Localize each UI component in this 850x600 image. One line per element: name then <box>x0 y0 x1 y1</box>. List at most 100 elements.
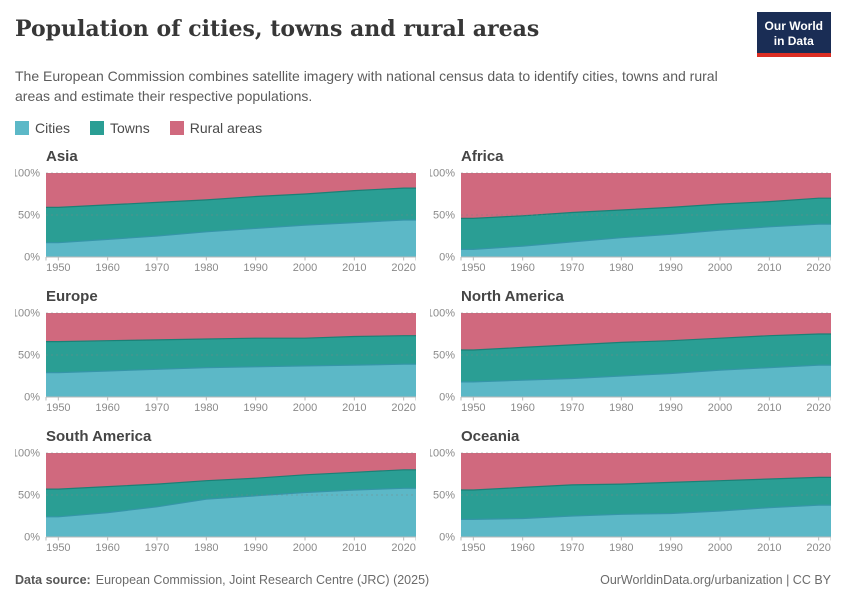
data-source-text: European Commission, Joint Research Cent… <box>95 573 430 587</box>
area-chart-south-america[interactable]: 1950 1960 1970 1980 1990 2000 2010 2020 0% 50% 100… <box>15 449 416 555</box>
towns-boundary-line <box>46 469 416 490</box>
y-tick-label: 50% <box>18 210 40 222</box>
towns-boundary-line <box>461 333 831 351</box>
rural-area <box>461 173 831 219</box>
x-tick-label: 2010 <box>757 402 781 414</box>
cities-area <box>46 488 416 538</box>
legend-label: Cities <box>35 120 71 137</box>
cities-boundary-line <box>46 363 416 374</box>
area-chart-oceania[interactable]: 1950 1960 1970 1980 1990 2000 2010 2020 0% 50% 100… <box>430 449 831 555</box>
x-tick-label: 2020 <box>391 402 415 414</box>
chart-legend: Cities Towns Rural areas <box>15 120 831 136</box>
towns-area <box>46 469 416 517</box>
legend-item-rural[interactable]: Rural areas <box>169 120 263 137</box>
legend-item-cities[interactable]: Cities <box>15 120 70 136</box>
panel-title: Europe <box>46 288 98 306</box>
rural-area <box>46 453 416 490</box>
cities-area <box>46 364 416 398</box>
towns-boundary-line <box>46 335 416 343</box>
towns-boundary-line <box>461 476 831 491</box>
x-tick-label: 1960 <box>95 542 119 554</box>
panel-south-america: South America 1950 1960 1970 1980 1990 2000 20… <box>15 428 416 555</box>
cities-swatch-icon <box>15 121 29 136</box>
chart-grid: Asia 1950 1960 1970 1980 1990 2000 2010 2020 0% 5… <box>15 148 831 555</box>
page-title: Population of cities, towns and rural ar… <box>15 16 540 42</box>
x-tick-label: 2010 <box>342 542 366 554</box>
y-tick-label: 100% <box>15 449 40 460</box>
x-tick-label: 1960 <box>95 262 119 274</box>
y-tick-label: 0% <box>439 532 455 544</box>
x-tick-label: 2010 <box>342 262 366 274</box>
rural-swatch-icon <box>169 121 184 136</box>
x-tick-label: 1950 <box>46 542 70 554</box>
x-tick-label: 1950 <box>46 262 70 274</box>
cities-area <box>46 220 416 258</box>
y-tick-label: 100% <box>15 169 40 180</box>
x-tick-label: 2020 <box>806 402 830 414</box>
y-tick-label: 0% <box>439 392 455 404</box>
cities-boundary-line <box>46 219 416 244</box>
y-tick-label: 0% <box>439 252 455 264</box>
owid-logo-line2: in Data <box>773 34 814 48</box>
x-tick-label: 1980 <box>609 542 633 554</box>
panel-europe: Europe 1950 1960 1970 1980 1990 2000 2010 2020 0… <box>15 288 416 415</box>
cities-area <box>461 365 831 398</box>
x-tick-label: 1950 <box>461 542 485 554</box>
y-tick-label: 50% <box>18 490 40 502</box>
x-tick-label: 2000 <box>708 402 732 414</box>
y-tick-label: 0% <box>24 392 40 404</box>
x-tick-label: 2000 <box>293 262 317 274</box>
y-tick-label: 100% <box>430 449 455 460</box>
y-tick-label: 0% <box>24 252 40 264</box>
x-tick-label: 1970 <box>145 262 169 274</box>
cities-boundary-line <box>46 487 416 518</box>
x-tick-label: 1980 <box>194 402 218 414</box>
panel-asia: Asia 1950 1960 1970 1980 1990 2000 2010 2020 0% 5… <box>15 148 416 275</box>
towns-boundary-line <box>46 187 416 209</box>
area-chart-asia[interactable]: 1950 1960 1970 1980 1990 2000 2010 2020 0% 50% 100… <box>15 169 416 275</box>
x-tick-label: 1990 <box>658 542 682 554</box>
towns-swatch-icon <box>90 121 105 136</box>
legend-item-towns[interactable]: Towns <box>90 120 150 136</box>
cities-area <box>461 505 831 538</box>
x-tick-label: 1970 <box>560 262 584 274</box>
x-tick-label: 1990 <box>658 402 682 414</box>
towns-area <box>46 188 416 243</box>
panel-title: Asia <box>46 148 78 166</box>
y-tick-label: 100% <box>15 309 40 320</box>
x-tick-label: 1950 <box>461 402 485 414</box>
x-tick-label: 1970 <box>560 402 584 414</box>
panel-title: Oceania <box>461 428 520 446</box>
area-chart-africa[interactable]: 1950 1960 1970 1980 1990 2000 2010 2020 0% 50% 100… <box>430 169 831 275</box>
x-tick-label: 1970 <box>145 402 169 414</box>
legend-label: Rural areas <box>189 120 263 137</box>
x-tick-label: 1990 <box>243 402 267 414</box>
y-tick-label: 50% <box>18 350 40 362</box>
area-chart-north-america[interactable]: 1950 1960 1970 1980 1990 2000 2010 2020 0% 50% 100… <box>430 309 831 415</box>
x-tick-label: 1960 <box>95 402 119 414</box>
x-tick-label: 2010 <box>757 542 781 554</box>
area-chart-europe[interactable]: 1950 1960 1970 1980 1990 2000 2010 2020 0% 50% 100… <box>15 309 416 415</box>
x-tick-label: 1980 <box>194 262 218 274</box>
panel-title: North America <box>461 288 564 306</box>
towns-area <box>46 335 416 373</box>
x-tick-label: 1970 <box>560 542 584 554</box>
footer-attribution-link[interactable]: OurWorldinData.org/urbanization | CC BY <box>600 573 831 587</box>
cities-boundary-line <box>461 504 831 521</box>
x-tick-label: 1950 <box>461 262 485 274</box>
y-tick-label: 100% <box>430 309 455 320</box>
towns-area <box>461 477 831 520</box>
x-tick-label: 2020 <box>391 542 415 554</box>
x-tick-label: 1980 <box>194 542 218 554</box>
owid-logo[interactable]: Our World in Data <box>756 12 831 57</box>
rural-area <box>46 313 416 342</box>
data-source-label: Data source: <box>15 573 91 587</box>
towns-area <box>461 198 831 250</box>
x-tick-label: 1990 <box>658 262 682 274</box>
x-tick-label: 2020 <box>806 542 830 554</box>
panel-oceania: Oceania 1950 1960 1970 1980 1990 2000 2010 2020… <box>430 428 831 555</box>
x-tick-label: 2000 <box>293 542 317 554</box>
x-tick-label: 2000 <box>708 262 732 274</box>
x-tick-label: 2000 <box>293 402 317 414</box>
